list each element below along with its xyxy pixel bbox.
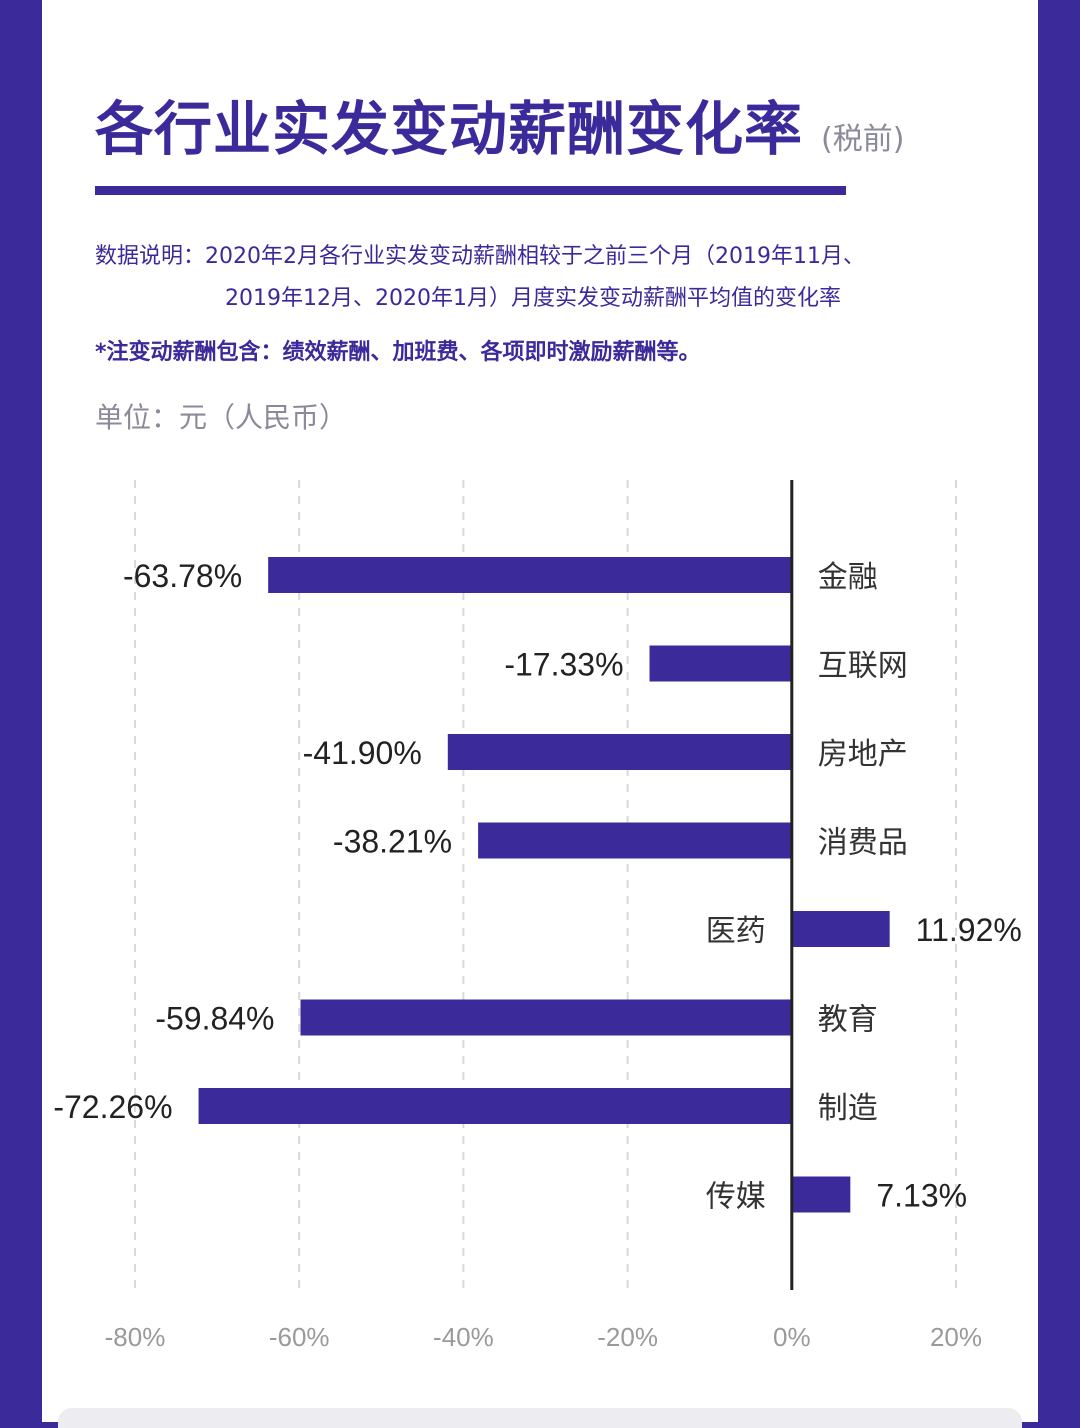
chart-card [42,0,1038,1422]
bar-教育 [300,999,792,1036]
x-tick-label: 0% [773,1322,811,1352]
x-tick-label: -20% [597,1322,658,1352]
chart-title: 各行业实发变动薪酬变化率 [95,95,804,163]
category-label: 医药 [706,914,766,949]
category-label: 互联网 [818,649,908,684]
value-label: 11.92% [916,912,1022,948]
value-label: -72.26% [53,1089,172,1125]
x-tick-label: -40% [433,1322,494,1352]
data-description-line1: 数据说明：2020年2月各行业实发变动薪酬相较于之前三个月（2019年11月、 [95,244,865,269]
bar-消费品 [478,822,792,859]
x-tick-label: 20% [930,1322,982,1352]
bar-医药 [791,911,890,947]
category-label: 教育 [818,1003,878,1038]
category-label: 房地产 [818,737,908,772]
bar-传媒 [791,1176,851,1213]
value-label: -41.90% [303,735,422,771]
bar-互联网 [649,645,792,682]
unit-label: 单位：元（人民币） [95,401,348,434]
x-tick-label: -80% [105,1322,166,1352]
category-label: 制造 [818,1091,878,1126]
category-label: 传媒 [706,1180,766,1215]
title-row: 各行业实发变动薪酬变化率 (税前) [95,92,904,166]
value-label: -38.21% [333,824,452,860]
x-tick-label: -60% [269,1322,330,1352]
title-underline [95,186,846,195]
value-label: -17.33% [504,647,623,683]
bar-房地产 [447,734,792,770]
value-label: 7.13% [876,1178,967,1214]
bar-制造 [198,1088,792,1124]
category-label: 消费品 [818,826,908,861]
data-description-line2: 2019年12月、2020年1月）月度实发变动薪酬平均值的变化率 [225,286,841,311]
chart-subtitle: (税前) [821,122,905,157]
value-label: -63.78% [123,558,242,594]
value-label: -59.84% [155,1001,274,1037]
data-description: 数据说明：2020年2月各行业实发变动薪酬相较于之前三个月（2019年11月、 … [95,236,995,320]
category-label: 金融 [818,560,878,595]
footnote: *注变动薪酬包含：绩效薪酬、加班费、各项即时激励薪酬等。 [95,340,701,365]
bar-金融 [268,557,792,593]
